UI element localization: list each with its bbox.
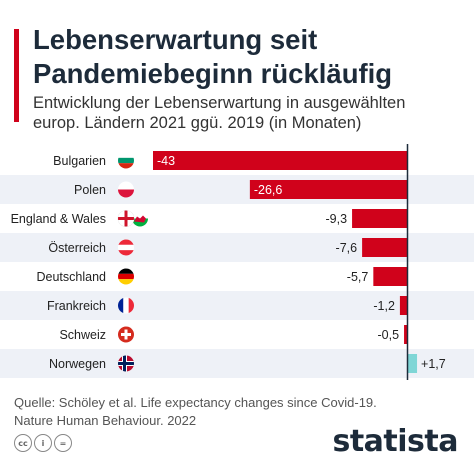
bar-chart: Bulgarien -43 Polen -26,6 England & Wales -9,… xyxy=(0,144,474,380)
value-label: -5,7 xyxy=(347,270,369,284)
flag-austria-icon xyxy=(118,239,134,256)
chart-subtitle: Entwicklung der Lebenserwartung in ausge… xyxy=(33,93,463,133)
flag-england-wales-icon xyxy=(117,210,148,227)
bar xyxy=(362,238,407,257)
category-label: Österreich xyxy=(48,241,106,255)
flag-france-icon xyxy=(118,297,134,314)
value-label: -0,5 xyxy=(377,328,399,342)
cc-icon[interactable]: cc xyxy=(14,434,32,452)
title-accent-bar xyxy=(14,29,19,122)
value-label: -43 xyxy=(157,154,175,168)
category-label: Polen xyxy=(74,183,106,197)
by-icon[interactable]: i xyxy=(34,434,52,452)
footer: cc i = statista xyxy=(0,420,474,474)
category-label: Frankreich xyxy=(47,299,106,313)
chart-title: Lebenserwartung seit Pandemiebeginn rück… xyxy=(33,23,463,91)
nd-icon[interactable]: = xyxy=(54,434,72,452)
category-label: Schweiz xyxy=(59,328,106,342)
title-line-2: Pandemiebeginn rückläufig xyxy=(33,58,393,89)
flag-germany-icon xyxy=(118,268,134,285)
license-icons: cc i = xyxy=(14,434,72,452)
value-label: -7,6 xyxy=(336,241,358,255)
category-label: England & Wales xyxy=(11,212,106,226)
flag-poland-icon xyxy=(118,181,134,198)
bar xyxy=(404,325,407,344)
source-line-2: Nature Human Behaviour. 2022 xyxy=(14,413,197,428)
bar xyxy=(352,209,407,228)
row-stripe xyxy=(0,349,474,378)
value-label: +1,7 xyxy=(421,357,446,371)
flag-switzerland-icon xyxy=(118,326,134,343)
value-label: -1,2 xyxy=(373,299,395,313)
bar xyxy=(153,151,407,170)
flag-norway-icon xyxy=(118,355,134,372)
bar xyxy=(249,180,407,199)
category-label: Norwegen xyxy=(49,357,106,371)
flag-bulgaria-icon xyxy=(118,152,134,169)
value-label: -9,3 xyxy=(326,212,348,226)
subtitle-line-2: europ. Ländern 2021 ggü. 2019 (in Monate… xyxy=(33,114,362,132)
bar xyxy=(399,296,407,315)
source-note: Quelle: Schöley et al. Life expectancy c… xyxy=(14,394,377,430)
subtitle-line-1: Entwicklung der Lebenserwartung in ausge… xyxy=(33,94,406,112)
bar xyxy=(407,354,418,373)
title-line-1: Lebenserwartung seit xyxy=(33,24,318,55)
source-line-1: Quelle: Schöley et al. Life expectancy c… xyxy=(14,395,377,410)
category-label: Deutschland xyxy=(37,270,107,284)
value-label: -26,6 xyxy=(254,183,283,197)
bar xyxy=(373,267,407,286)
category-label: Bulgarien xyxy=(53,154,106,168)
row-stripe xyxy=(0,291,474,320)
statista-logo[interactable]: statista xyxy=(332,424,458,459)
